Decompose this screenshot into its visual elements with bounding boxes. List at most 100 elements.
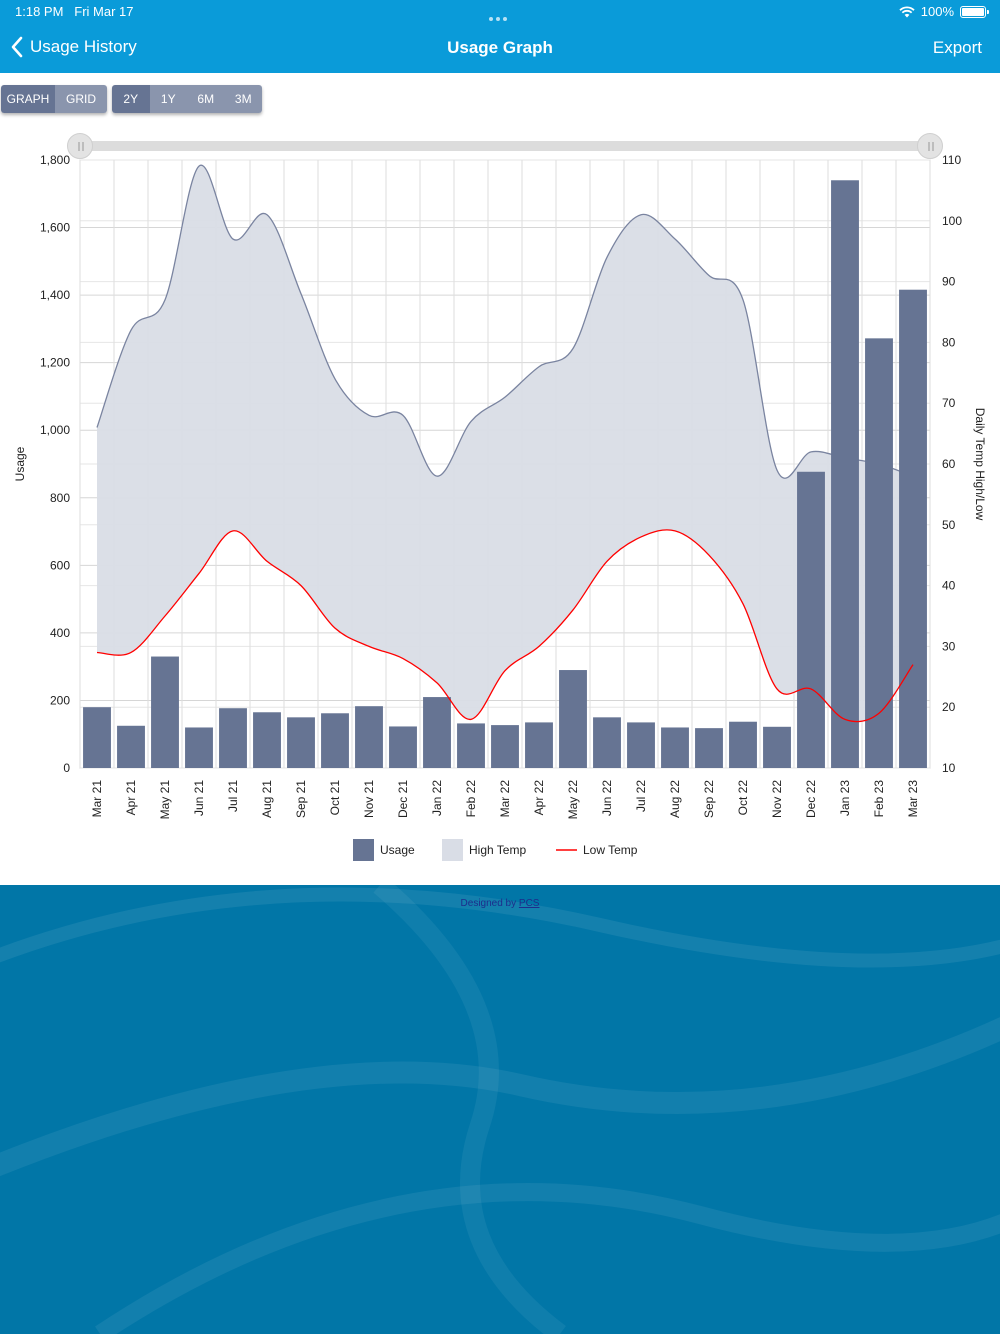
x-tick-label: Nov 21 xyxy=(362,780,376,818)
x-tick-label: Jun 22 xyxy=(600,780,614,816)
x-tick-label: Apr 22 xyxy=(532,780,546,816)
x-tick-label: Dec 21 xyxy=(396,780,410,818)
date-range-slider[interactable] xyxy=(67,133,943,159)
credit-prefix: Designed by xyxy=(460,898,517,909)
usage-bar xyxy=(321,713,349,768)
export-button[interactable]: Export xyxy=(932,38,982,57)
range-6m-button[interactable]: 6M xyxy=(187,85,225,113)
right-tick-label: 20 xyxy=(942,700,956,714)
designed-by-credit: Designed by PCS xyxy=(0,898,1000,909)
left-tick-label: 600 xyxy=(50,558,70,572)
status-bar: 1:18 PM Fri Mar 17 100% xyxy=(0,0,1000,24)
right-tick-label: 70 xyxy=(942,396,956,410)
usage-bar xyxy=(525,722,553,768)
y-left-axis-title: Usage xyxy=(13,446,27,481)
usage-bar xyxy=(695,728,723,768)
footer-swoosh-decoration xyxy=(0,885,1000,1334)
right-tick-label: 30 xyxy=(942,639,956,653)
status-clock: 1:18 PM xyxy=(15,4,64,19)
y-right-axis-title: Daily Temp High/Low xyxy=(973,408,987,521)
left-tick-label: 400 xyxy=(50,626,70,640)
right-tick-label: 10 xyxy=(942,761,956,775)
usage-bar xyxy=(763,726,791,768)
usage-bar xyxy=(185,727,213,768)
legend-usage-label: Usage xyxy=(380,843,415,857)
usage-bar xyxy=(355,706,383,768)
battery-percent: 100% xyxy=(920,4,954,19)
x-tick-label: Oct 22 xyxy=(736,780,750,816)
usage-bar xyxy=(253,712,281,768)
chevron-left-icon xyxy=(11,36,23,58)
usage-bar xyxy=(831,180,859,768)
pcs-link[interactable]: PCS xyxy=(518,898,540,909)
usage-bar xyxy=(83,707,111,768)
range-3m-button[interactable]: 3M xyxy=(224,85,262,113)
grid-view-button[interactable]: GRID xyxy=(55,85,107,113)
graph-view-button[interactable]: GRAPH xyxy=(1,85,55,113)
right-tick-label: 100 xyxy=(942,214,962,228)
range-1y-button[interactable]: 1Y xyxy=(149,85,187,113)
right-tick-label: 40 xyxy=(942,579,956,593)
slider-track[interactable] xyxy=(80,141,930,151)
left-tick-label: 200 xyxy=(50,693,70,707)
high-temp-band xyxy=(97,165,913,722)
right-tick-label: 90 xyxy=(942,275,956,289)
multitasking-dots-icon[interactable] xyxy=(489,9,511,21)
x-tick-label: May 22 xyxy=(566,780,580,820)
left-tick-label: 1,400 xyxy=(40,288,70,302)
usage-bar xyxy=(117,725,145,768)
usage-bar xyxy=(627,722,655,768)
legend-low-temp-label: Low Temp xyxy=(583,843,638,857)
x-tick-label: Sep 21 xyxy=(294,780,308,818)
slider-start-handle[interactable] xyxy=(67,133,93,159)
status-time: 1:18 PM Fri Mar 17 xyxy=(15,4,134,19)
usage-bar xyxy=(559,670,587,768)
x-tick-label: Apr 21 xyxy=(124,780,138,816)
back-button[interactable]: Usage History xyxy=(10,36,137,58)
left-tick-label: 1,200 xyxy=(40,356,70,370)
right-tick-label: 50 xyxy=(942,518,956,532)
right-tick-label: 110 xyxy=(942,153,961,167)
x-tick-label: Jan 22 xyxy=(430,780,444,816)
usage-bar xyxy=(389,726,417,768)
x-tick-label: Feb 22 xyxy=(464,780,478,818)
usage-bar xyxy=(423,697,451,768)
usage-bar xyxy=(661,727,689,768)
right-tick-label: 60 xyxy=(942,457,956,471)
usage-bar xyxy=(797,471,825,768)
usage-bar xyxy=(287,717,315,768)
high-temp-line xyxy=(96,164,914,479)
range-2y-button[interactable]: 2Y xyxy=(112,85,150,113)
x-tick-label: Aug 22 xyxy=(668,780,682,818)
usage-bar xyxy=(729,721,757,768)
x-tick-label: Mar 23 xyxy=(906,780,920,818)
left-tick-label: 0 xyxy=(63,761,70,775)
left-tick-label: 800 xyxy=(50,491,70,505)
usage-bars xyxy=(83,180,927,768)
legend-usage-swatch xyxy=(353,839,374,861)
x-tick-label: May 21 xyxy=(158,780,172,820)
usage-bar xyxy=(219,708,247,768)
wifi-icon xyxy=(899,5,915,17)
top-bar: 1:18 PM Fri Mar 17 100% Usage History Us… xyxy=(0,0,1000,73)
x-tick-label: Mar 21 xyxy=(90,780,104,818)
page-title: Usage Graph xyxy=(447,38,553,57)
footer-background: Designed by PCS xyxy=(0,885,1000,1334)
left-tick-label: 1,800 xyxy=(40,153,70,167)
back-button-label: Usage History xyxy=(30,37,137,56)
usage-bar xyxy=(491,725,519,768)
usage-bar xyxy=(899,289,927,768)
usage-bar xyxy=(457,723,485,768)
left-tick-label: 1,600 xyxy=(40,221,70,235)
slider-end-handle[interactable] xyxy=(917,133,943,159)
usage-chart: 0 200 400 600 800 1,000 1,200 1,400 1,600 1,800 10… xyxy=(13,153,987,861)
usage-bar xyxy=(593,717,621,768)
x-tick-label: Aug 21 xyxy=(260,780,274,818)
x-tick-label: Jan 23 xyxy=(838,780,852,816)
x-tick-label: Oct 21 xyxy=(328,780,342,816)
legend-high-temp-label: High Temp xyxy=(469,843,526,857)
left-tick-label: 1,000 xyxy=(40,423,70,437)
chart-legend: Usage High Temp Low Temp xyxy=(353,839,638,861)
low-temp-path xyxy=(96,529,914,723)
x-tick-label: Sep 22 xyxy=(702,780,716,818)
